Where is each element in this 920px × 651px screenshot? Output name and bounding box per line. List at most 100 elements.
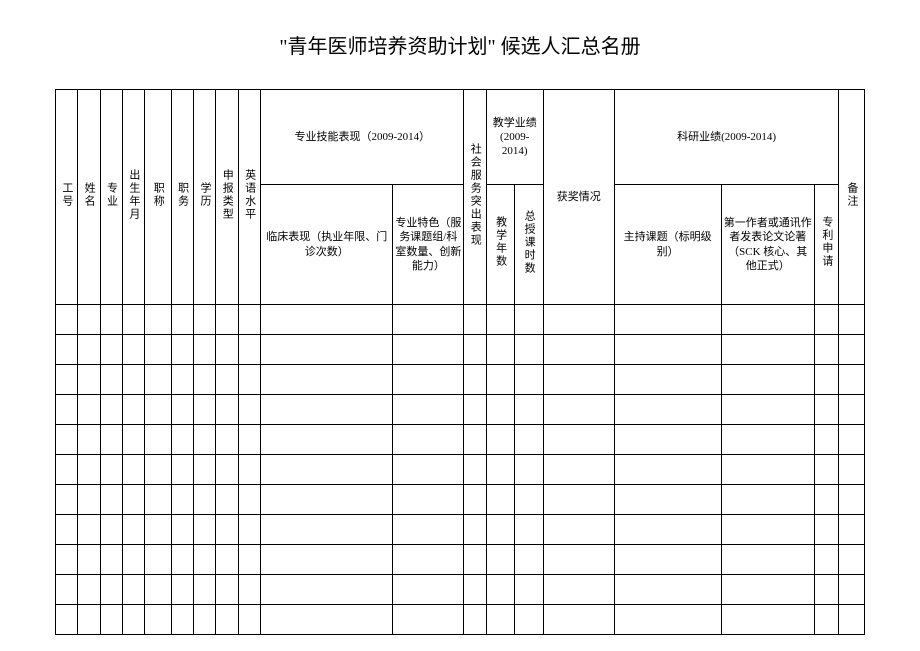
table-cell [171,515,193,545]
table-cell [78,545,100,575]
table-cell [464,455,486,485]
table-cell [839,305,865,335]
table-cell [721,605,814,635]
table-cell [78,455,100,485]
table-cell [393,365,464,395]
table-cell [543,515,614,545]
table-cell [839,545,865,575]
table-cell [171,485,193,515]
table-cell [145,575,171,605]
col-english: 英语水平 [238,90,260,305]
col-employee-id: 工号 [56,90,78,305]
table-cell [171,575,193,605]
table-cell [100,455,122,485]
table-cell [839,605,865,635]
table-cell [100,395,122,425]
table-cell [123,335,145,365]
table-cell [78,425,100,455]
table-cell [100,425,122,455]
table-cell [486,545,514,575]
table-cell [56,545,78,575]
table-cell [78,365,100,395]
page-title: "青年医师培养资助计划" 候选人汇总名册 [55,30,865,59]
table-cell [839,575,865,605]
table-cell [78,515,100,545]
table-cell [464,395,486,425]
table-cell [145,605,171,635]
table-cell [145,305,171,335]
table-cell [216,485,238,515]
table-cell [194,545,216,575]
col-name: 姓名 [78,90,100,305]
table-cell [515,395,543,425]
table-cell [721,575,814,605]
table-cell [515,305,543,335]
table-cell [543,395,614,425]
table-cell [100,605,122,635]
table-cell [393,395,464,425]
table-cell [216,575,238,605]
table-cell [721,425,814,455]
col-teach-years: 教学年数 [486,185,514,305]
col-patent: 专利申请 [814,185,838,305]
col-clinical: 临床表现（执业年限、门诊次数） [261,185,393,305]
table-cell [614,365,721,395]
col-teach-hours: 总授课时数 [515,185,543,305]
table-row [56,305,865,335]
table-cell [839,425,865,455]
table-cell [56,335,78,365]
table-cell [238,485,260,515]
table-cell [216,305,238,335]
table-cell [614,395,721,425]
table-cell [261,365,393,395]
table-cell [393,305,464,335]
table-cell [123,575,145,605]
table-cell [78,485,100,515]
table-cell [261,545,393,575]
table-cell [145,545,171,575]
table-row [56,365,865,395]
table-cell [123,395,145,425]
table-cell [171,425,193,455]
col-position: 职务 [171,90,193,305]
table-cell [238,575,260,605]
table-cell [100,335,122,365]
table-cell [145,485,171,515]
table-cell [194,335,216,365]
table-cell [100,545,122,575]
table-cell [543,575,614,605]
table-cell [543,455,614,485]
table-cell [486,575,514,605]
table-cell [78,305,100,335]
table-cell [839,515,865,545]
col-birth: 出生年月 [123,90,145,305]
table-cell [721,485,814,515]
table-cell [814,575,838,605]
table-cell [543,365,614,395]
table-cell [721,335,814,365]
table-cell [123,545,145,575]
table-cell [216,515,238,545]
table-cell [261,605,393,635]
col-title: 职称 [145,90,171,305]
table-cell [171,335,193,365]
table-cell [393,455,464,485]
table-cell [393,515,464,545]
col-group-skill: 专业技能表现（2009-2014） [261,90,464,185]
table-cell [543,605,614,635]
table-cell [839,365,865,395]
table-cell [100,575,122,605]
table-cell [543,305,614,335]
table-cell [515,365,543,395]
table-cell [238,305,260,335]
table-cell [464,545,486,575]
table-cell [56,575,78,605]
table-cell [486,305,514,335]
table-cell [171,605,193,635]
table-cell [839,485,865,515]
table-cell [515,515,543,545]
table-cell [515,545,543,575]
table-cell [145,425,171,455]
table-cell [261,395,393,425]
table-cell [515,455,543,485]
